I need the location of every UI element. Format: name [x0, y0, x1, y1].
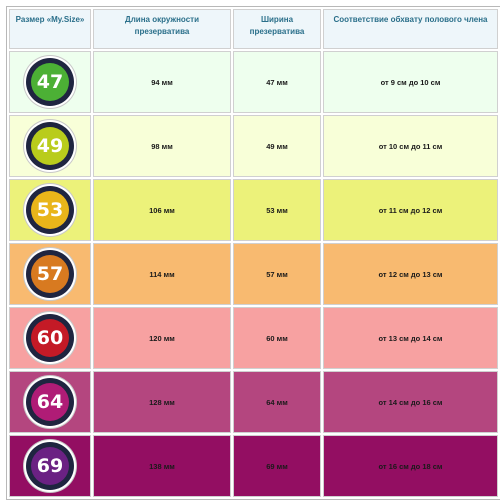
badge-ring: 69 [26, 442, 74, 490]
table-row: 64 128 мм 64 мм от 14 см до 16 см [9, 371, 498, 433]
width-cell: 47 мм [233, 51, 321, 113]
table-row: 57 114 мм 57 мм от 12 см до 13 см [9, 243, 498, 305]
size-cell: 53 [9, 179, 91, 241]
size-cell: 60 [9, 307, 91, 369]
width-cell: 69 мм [233, 435, 321, 497]
table-row: 49 98 мм 49 мм от 10 см до 11 см [9, 115, 498, 177]
badge-ring: 57 [26, 250, 74, 298]
badge-ring: 60 [26, 314, 74, 362]
size-badge-number: 69 [31, 447, 69, 485]
size-badge-icon: 53 [24, 184, 76, 236]
length-cell: 106 мм [93, 179, 231, 241]
size-badge-number: 64 [31, 383, 69, 421]
girth-cell: от 14 см до 16 см [323, 371, 498, 433]
width-cell: 53 мм [233, 179, 321, 241]
header-size: Размер «My.Size» [9, 9, 91, 49]
badge-ring: 49 [26, 122, 74, 170]
size-badge-number: 53 [31, 191, 69, 229]
header-girth: Соответствие обхвату полового члена [323, 9, 498, 49]
length-cell: 98 мм [93, 115, 231, 177]
size-badge-icon: 60 [24, 312, 76, 364]
girth-cell: от 11 см до 12 см [323, 179, 498, 241]
size-table: Размер «My.Size» Длина окружности презер… [6, 6, 500, 500]
table-row: 69 138 мм 69 мм от 16 см до 18 см [9, 435, 498, 497]
size-badge-icon: 64 [24, 376, 76, 428]
length-cell: 114 мм [93, 243, 231, 305]
size-badge-number: 47 [31, 63, 69, 101]
table-row: 47 94 мм 47 мм от 9 см до 10 см [9, 51, 498, 113]
girth-cell: от 10 см до 11 см [323, 115, 498, 177]
width-cell: 57 мм [233, 243, 321, 305]
badge-ring: 64 [26, 378, 74, 426]
table-wrapper: Размер «My.Size» Длина окружности презер… [6, 6, 500, 500]
header-row: Размер «My.Size» Длина окружности презер… [9, 9, 498, 49]
table-row: 60 120 мм 60 мм от 13 см до 14 см [9, 307, 498, 369]
header-width: Ширина презерватива [233, 9, 321, 49]
width-cell: 60 мм [233, 307, 321, 369]
length-cell: 120 мм [93, 307, 231, 369]
size-badge-icon: 47 [24, 56, 76, 108]
badge-ring: 47 [26, 58, 74, 106]
size-badge-number: 60 [31, 319, 69, 357]
girth-cell: от 13 см до 14 см [323, 307, 498, 369]
header-length: Длина окружности презерватива [93, 9, 231, 49]
size-cell: 49 [9, 115, 91, 177]
girth-cell: от 9 см до 10 см [323, 51, 498, 113]
badge-ring: 53 [26, 186, 74, 234]
size-cell: 69 [9, 435, 91, 497]
size-cell: 57 [9, 243, 91, 305]
size-cell: 47 [9, 51, 91, 113]
width-cell: 64 мм [233, 371, 321, 433]
size-cell: 64 [9, 371, 91, 433]
size-badge-number: 49 [31, 127, 69, 165]
size-badge-icon: 49 [24, 120, 76, 172]
length-cell: 138 мм [93, 435, 231, 497]
length-cell: 128 мм [93, 371, 231, 433]
girth-cell: от 16 см до 18 см [323, 435, 498, 497]
table-row: 53 106 мм 53 мм от 11 см до 12 см [9, 179, 498, 241]
size-badge-icon: 57 [24, 248, 76, 300]
girth-cell: от 12 см до 13 см [323, 243, 498, 305]
size-badge-icon: 69 [24, 440, 76, 492]
width-cell: 49 мм [233, 115, 321, 177]
size-badge-number: 57 [31, 255, 69, 293]
length-cell: 94 мм [93, 51, 231, 113]
